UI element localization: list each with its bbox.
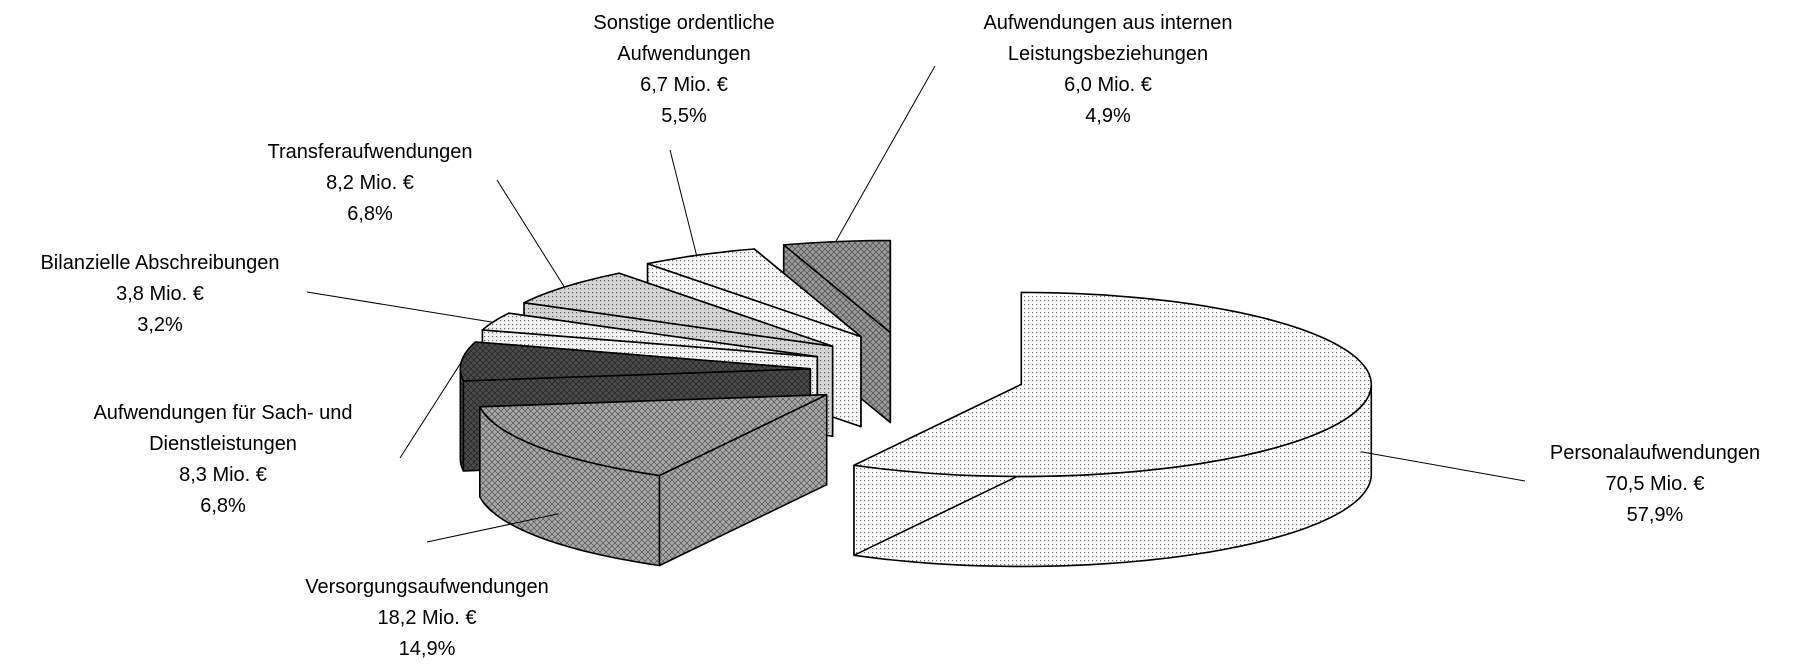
value-label: 6,0 Mio. € (1064, 74, 1152, 96)
leader-line (399, 362, 462, 459)
value-label: 3,8 Mio. € (116, 283, 204, 305)
leader-line (835, 65, 936, 242)
slice-top-texture (481, 312, 819, 358)
leader-line (669, 149, 698, 256)
percentage-label: 5,5% (661, 105, 707, 127)
slice-top-texture (853, 291, 1373, 478)
slice-top-texture (646, 248, 862, 338)
percentage-label: 4,9% (1085, 105, 1131, 127)
leader-line (306, 291, 493, 323)
slice (479, 393, 828, 567)
category-label: Aufwendungen für Sach- und Dienstleistun… (93, 402, 353, 455)
percentage-label: 14,9% (398, 638, 456, 660)
percentage-label: 3,2% (137, 314, 183, 336)
percentage-label: 57,9% (1626, 504, 1684, 526)
slice-top-texture (782, 239, 892, 334)
slice (853, 291, 1373, 568)
slice-label: Versorgungsaufwendungen 18,2 Mio. € 14,9% (305, 572, 549, 665)
slice-top-texture (479, 393, 828, 477)
value-label: 6,7 Mio. € (640, 74, 728, 96)
slice-top-texture (459, 341, 812, 382)
slice-label: Personalaufwendungen 70,5 Mio. € 57,9% (1550, 438, 1760, 531)
leader-line (496, 179, 565, 288)
slice-label: Aufwendungen aus internen Leistungsbezie… (943, 8, 1273, 132)
slice-label: Transferaufwendungen 8,2 Mio. € 6,8% (268, 137, 473, 230)
category-label: Versorgungsaufwendungen (305, 576, 549, 598)
slice-top-texture (523, 272, 834, 347)
value-label: 8,3 Mio. € (179, 464, 267, 486)
percentage-label: 6,8% (347, 203, 393, 225)
percentage-label: 6,8% (200, 495, 246, 517)
slice-label: Aufwendungen für Sach- und Dienstleistun… (73, 398, 373, 522)
value-label: 70,5 Mio. € (1605, 473, 1705, 495)
slice-label: Bilanzielle Abschreibungen 3,8 Mio. € 3,2% (40, 248, 279, 341)
category-label: Aufwendungen aus internen Leistungsbezie… (983, 12, 1233, 65)
category-label: Sonstige ordentliche Aufwendungen (593, 12, 775, 65)
category-label: Transferaufwendungen (267, 141, 473, 163)
category-label: Personalaufwendungen (1549, 442, 1761, 464)
value-label: 18,2 Mio. € (377, 607, 477, 629)
leader-line (426, 513, 559, 543)
value-label: 8,2 Mio. € (326, 172, 414, 194)
leader-line (1360, 451, 1526, 482)
category-label: Bilanzielle Abschreibungen (40, 252, 280, 274)
slice-label: Sonstige ordentliche Aufwendungen 6,7 Mio… (574, 8, 794, 132)
